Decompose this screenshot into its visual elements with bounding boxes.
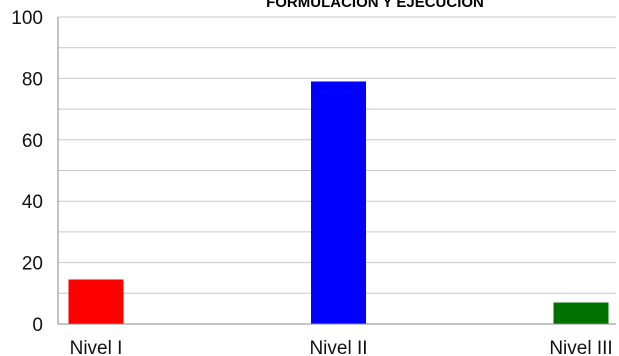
chart-title: FORMULACIÓN Y EJECUCIÓN bbox=[266, 0, 484, 11]
bar-nivel-ii bbox=[311, 81, 366, 324]
bar-nivel-i bbox=[68, 279, 124, 324]
y-tick-label: 80 bbox=[22, 69, 43, 90]
y-tick-label: 0 bbox=[32, 315, 43, 336]
x-tick-label: Nivel II bbox=[309, 338, 367, 356]
y-tick-label: 20 bbox=[22, 254, 43, 275]
x-tick-label: Nivel I bbox=[70, 338, 123, 356]
bars bbox=[68, 81, 609, 324]
y-tick-label: 60 bbox=[22, 131, 43, 152]
x-tick-labels: Nivel I Nivel II Nivel III bbox=[70, 338, 613, 356]
x-tick-label: Nivel III bbox=[549, 338, 612, 356]
axes bbox=[57, 17, 616, 325]
bar-nivel-iii bbox=[553, 302, 609, 324]
y-tick-label: 40 bbox=[22, 192, 43, 213]
y-tick-labels: 0 20 40 60 80 100 bbox=[11, 8, 43, 336]
y-tick-label: 100 bbox=[11, 8, 43, 29]
